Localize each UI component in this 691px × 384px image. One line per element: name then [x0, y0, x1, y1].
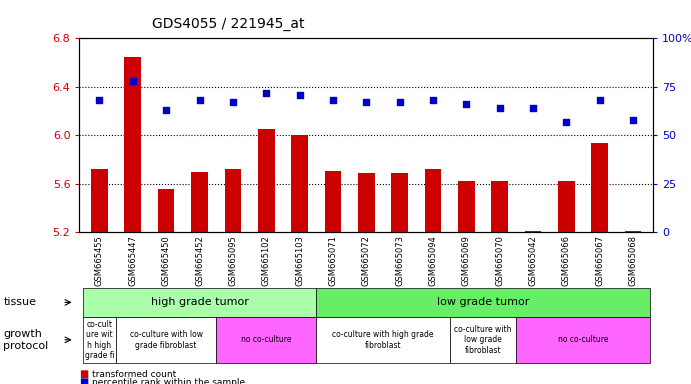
Point — [94, 98, 105, 104]
Bar — [491, 181, 508, 232]
Text: percentile rank within the sample: percentile rank within the sample — [92, 377, 245, 384]
Point — [328, 98, 339, 104]
Bar — [424, 169, 442, 232]
Bar — [291, 136, 308, 232]
Bar — [191, 172, 208, 232]
Point — [227, 99, 238, 106]
Text: co-cult
ure wit
h high
grade fi: co-cult ure wit h high grade fi — [84, 320, 114, 360]
Bar — [258, 129, 274, 232]
Point — [428, 98, 439, 104]
Point — [127, 78, 138, 84]
Point — [527, 105, 538, 111]
Text: tissue: tissue — [3, 297, 37, 308]
Point — [160, 107, 171, 113]
Text: co-culture with
low grade
fibroblast: co-culture with low grade fibroblast — [454, 325, 512, 355]
Bar — [591, 142, 608, 232]
Point — [594, 98, 605, 104]
Bar — [524, 231, 541, 232]
Point — [394, 99, 405, 106]
Point — [494, 105, 505, 111]
Text: no co-culture: no co-culture — [241, 335, 292, 344]
Text: high grade tumor: high grade tumor — [151, 297, 249, 308]
Point — [261, 89, 272, 96]
Bar — [358, 173, 375, 232]
Bar — [625, 231, 641, 232]
Text: ■: ■ — [79, 377, 88, 384]
Point — [561, 119, 572, 125]
Point — [627, 117, 638, 123]
Text: GDS4055 / 221945_at: GDS4055 / 221945_at — [152, 17, 305, 31]
Bar — [91, 169, 108, 232]
Bar — [458, 181, 475, 232]
Text: no co-culture: no co-culture — [558, 335, 608, 344]
Bar — [225, 169, 241, 232]
Bar — [391, 173, 408, 232]
Bar — [124, 56, 141, 232]
Text: transformed count: transformed count — [92, 370, 176, 379]
Point — [461, 101, 472, 108]
Text: co-culture with high grade
fibroblast: co-culture with high grade fibroblast — [332, 330, 434, 349]
Point — [361, 99, 372, 106]
Bar — [325, 170, 341, 232]
Bar — [158, 189, 175, 232]
Point — [294, 91, 305, 98]
Text: low grade tumor: low grade tumor — [437, 297, 529, 308]
Point — [194, 98, 205, 104]
Bar — [558, 181, 575, 232]
Text: co-culture with low
grade fibroblast: co-culture with low grade fibroblast — [130, 330, 202, 349]
Text: ■: ■ — [79, 369, 88, 379]
Text: growth
protocol: growth protocol — [3, 329, 48, 351]
